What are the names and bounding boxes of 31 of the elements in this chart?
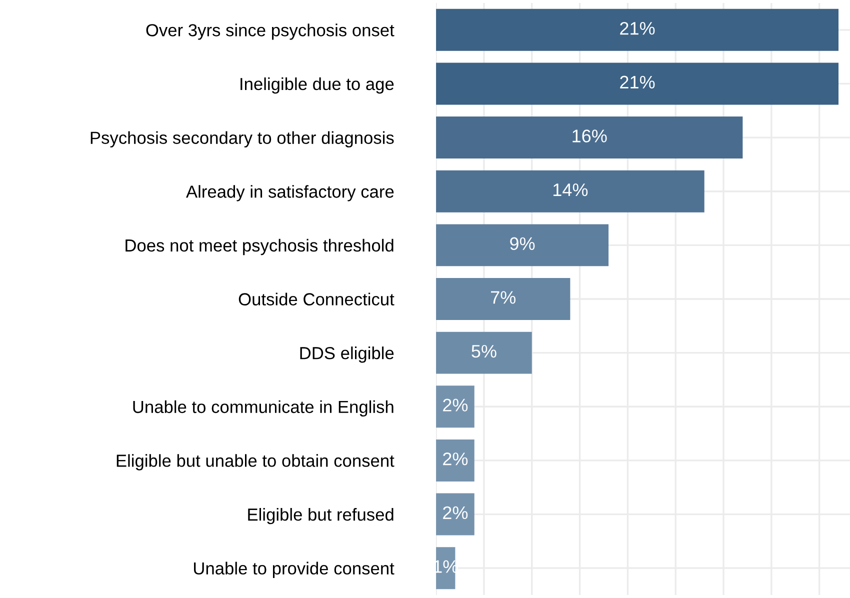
bar: [436, 386, 474, 428]
y-tick-label: Already in satisfactory care: [186, 185, 394, 202]
y-tick-label: Unable to provide consent: [194, 562, 394, 578]
data-label: 2%: [443, 398, 468, 412]
data-label: 7%: [491, 291, 516, 304]
data-label: 2%: [443, 506, 468, 520]
bar: [436, 439, 474, 482]
y-tick-label: Outside Connecticut: [238, 292, 394, 306]
data-label: 9%: [510, 237, 535, 250]
bar: [436, 278, 570, 320]
bar: [436, 170, 704, 212]
data-label: 5%: [472, 344, 496, 358]
y-tick-label: Unable to communicate in English: [133, 400, 394, 417]
bar: [436, 62, 838, 105]
data-label: 14%: [554, 184, 588, 196]
bar: [436, 224, 609, 266]
y-tick-label: Psychosis secondary to other diagnosis: [90, 131, 394, 148]
y-tick-label: Ineligible due to age: [240, 77, 394, 94]
data-label: 21%: [620, 76, 655, 88]
y-tick-label: Over 3yrs since psychosis onset: [146, 24, 394, 40]
y-tick-label: Eligible but unable to obtain consent: [116, 454, 394, 470]
bar: [436, 8, 838, 51]
data-label: 16%: [572, 130, 607, 142]
bar: [436, 332, 532, 374]
data-label: 2%: [443, 452, 468, 466]
y-tick-label: DDS eligible: [300, 346, 394, 363]
y-tick-label: Eligible but refused: [248, 508, 394, 524]
y-tick-label: Does not meet psychosis threshold: [126, 238, 394, 256]
bar: [436, 493, 474, 536]
bar: [436, 116, 743, 159]
data-label: 21%: [620, 22, 655, 35]
